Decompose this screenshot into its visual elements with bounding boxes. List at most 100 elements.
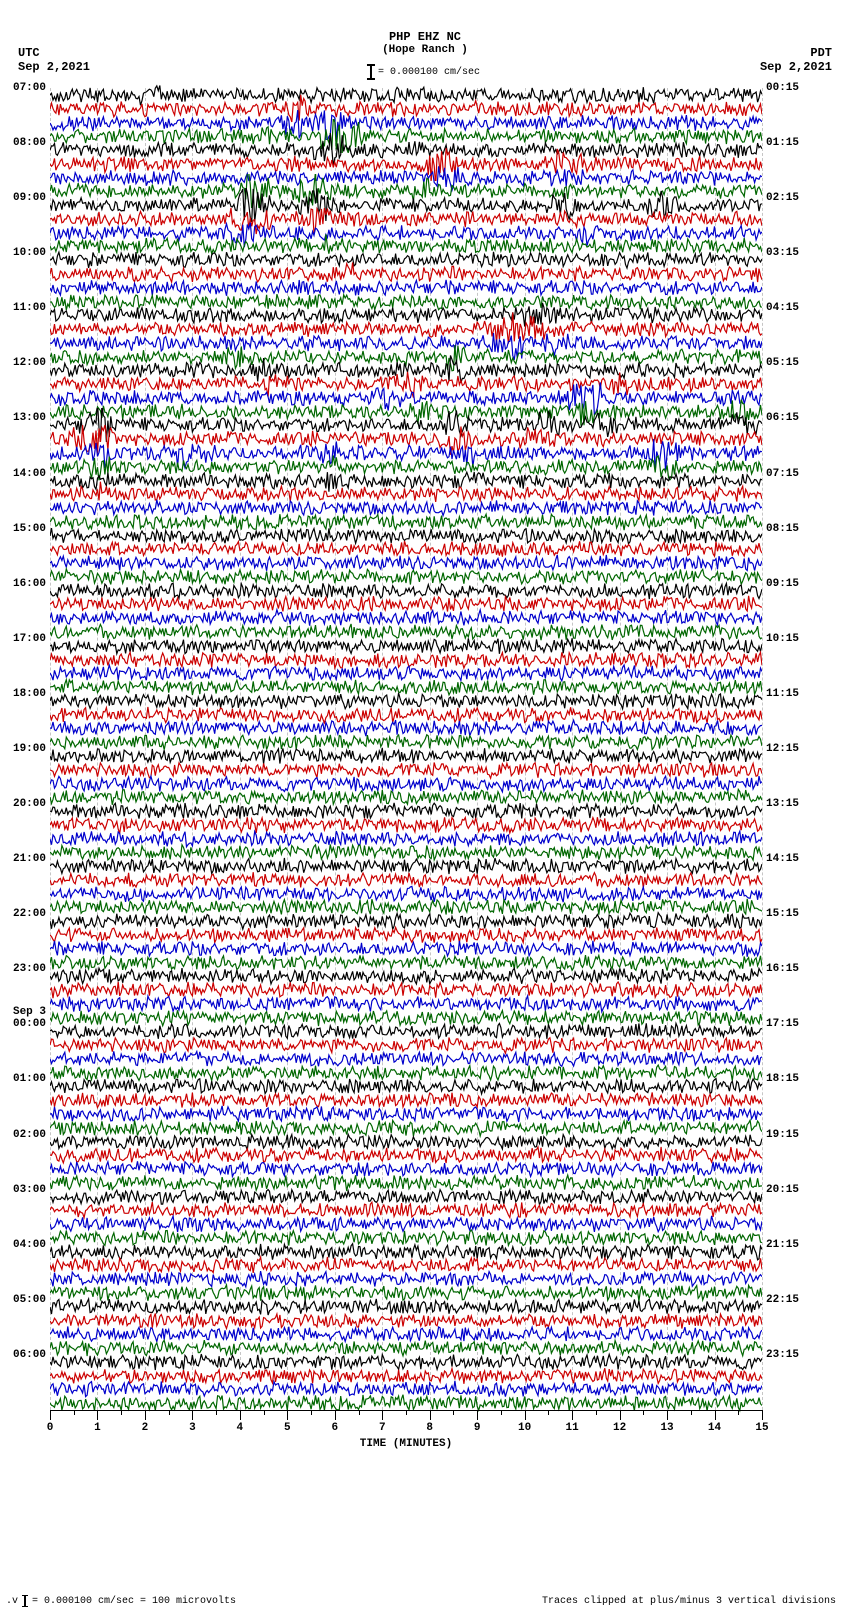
pdt-time-label: 16:15 xyxy=(766,963,799,975)
x-tick xyxy=(620,1410,621,1420)
scale-text: = 0.000100 cm/sec xyxy=(378,67,480,78)
pdt-time-label: 04:15 xyxy=(766,302,799,314)
chart-header: PHP EHZ NC (Hope Ranch ) xyxy=(0,30,850,56)
footer-left-text: = 0.000100 cm/sec = 100 microvolts xyxy=(32,1596,236,1607)
utc-time-label: 10:00 xyxy=(13,247,46,259)
x-tick xyxy=(715,1410,716,1420)
x-tick-label: 3 xyxy=(189,1422,196,1434)
x-tick-label: 1 xyxy=(94,1422,101,1434)
x-tick-label: 5 xyxy=(284,1422,291,1434)
tz-left-date: Sep 2,2021 xyxy=(18,60,90,74)
pdt-time-label: 15:15 xyxy=(766,908,799,920)
pdt-time-label: 23:15 xyxy=(766,1349,799,1361)
utc-time-label: 23:00 xyxy=(13,963,46,975)
grid-line xyxy=(762,88,763,1410)
station-location: (Hope Ranch ) xyxy=(0,44,850,56)
pdt-time-label: 01:15 xyxy=(766,137,799,149)
utc-time-label: 14:00 xyxy=(13,468,46,480)
x-axis: TIME (MINUTES) 0123456789101112131415 xyxy=(50,1410,762,1460)
utc-time-label: 11:00 xyxy=(13,302,46,314)
x-tick xyxy=(382,1410,383,1420)
pdt-time-label: 18:15 xyxy=(766,1073,799,1085)
x-tick-label: 14 xyxy=(708,1422,721,1434)
seismogram-plot: 07:0008:0009:0010:0011:0012:0013:0014:00… xyxy=(50,88,762,1410)
left-timezone: UTC Sep 2,2021 xyxy=(18,46,90,74)
x-tick-label: 13 xyxy=(660,1422,673,1434)
utc-time-label: 08:00 xyxy=(13,137,46,149)
utc-time-label: 13:00 xyxy=(13,412,46,424)
utc-time-label: 22:00 xyxy=(13,908,46,920)
pdt-time-label: 17:15 xyxy=(766,1018,799,1030)
tz-right-date: Sep 2,2021 xyxy=(760,60,832,74)
x-tick xyxy=(525,1410,526,1420)
x-tick-label: 2 xyxy=(142,1422,149,1434)
pdt-time-label: 19:15 xyxy=(766,1129,799,1141)
tz-right-label: PDT xyxy=(760,46,832,60)
x-tick-label: 6 xyxy=(331,1422,338,1434)
utc-time-label: 15:00 xyxy=(13,523,46,535)
right-timezone: PDT Sep 2,2021 xyxy=(760,46,832,74)
trace-row xyxy=(50,1396,762,1410)
pdt-time-label: 13:15 xyxy=(766,798,799,810)
pdt-time-label: 03:15 xyxy=(766,247,799,259)
pdt-time-label: 14:15 xyxy=(766,853,799,865)
x-tick-label: 11 xyxy=(566,1422,579,1434)
x-tick-label: 7 xyxy=(379,1422,386,1434)
utc-time-label: 02:00 xyxy=(13,1129,46,1141)
pdt-time-label: 06:15 xyxy=(766,412,799,424)
utc-time-label: 04:00 xyxy=(13,1239,46,1251)
x-tick xyxy=(667,1410,668,1420)
x-tick-label: 15 xyxy=(755,1422,768,1434)
utc-time-label: 05:00 xyxy=(13,1294,46,1306)
pdt-time-label: 12:15 xyxy=(766,743,799,755)
utc-time-label: 17:00 xyxy=(13,633,46,645)
utc-time-label: 03:00 xyxy=(13,1184,46,1196)
pdt-time-label: 09:15 xyxy=(766,578,799,590)
utc-time-label: 20:00 xyxy=(13,798,46,810)
x-tick xyxy=(50,1410,51,1420)
x-tick xyxy=(240,1410,241,1420)
x-tick xyxy=(572,1410,573,1420)
pdt-time-label: 00:15 xyxy=(766,82,799,94)
x-axis-title: TIME (MINUTES) xyxy=(50,1438,762,1450)
pdt-time-label: 08:15 xyxy=(766,523,799,535)
pdt-time-label: 20:15 xyxy=(766,1184,799,1196)
x-tick xyxy=(287,1410,288,1420)
utc-time-label: 12:00 xyxy=(13,357,46,369)
footer-clip-note: Traces clipped at plus/minus 3 vertical … xyxy=(542,1596,836,1607)
utc-time-label: 00:00 xyxy=(13,1018,46,1030)
footer-scale-bar-icon xyxy=(24,1595,26,1607)
utc-time-label: 21:00 xyxy=(13,853,46,865)
tz-left-label: UTC xyxy=(18,46,90,60)
x-tick-label: 9 xyxy=(474,1422,481,1434)
x-tick xyxy=(335,1410,336,1420)
utc-time-label: 07:00 xyxy=(13,82,46,94)
station-code: PHP EHZ NC xyxy=(0,30,850,44)
utc-time-label: 19:00 xyxy=(13,743,46,755)
x-tick xyxy=(762,1410,763,1420)
pdt-time-label: 11:15 xyxy=(766,688,799,700)
x-tick xyxy=(192,1410,193,1420)
footer-scale: .v = 0.000100 cm/sec = 100 microvolts xyxy=(6,1595,236,1607)
utc-time-label: 06:00 xyxy=(13,1349,46,1361)
x-tick-label: 4 xyxy=(237,1422,244,1434)
pdt-time-label: 05:15 xyxy=(766,357,799,369)
day-label: Sep 3 xyxy=(13,1006,46,1018)
pdt-time-label: 02:15 xyxy=(766,192,799,204)
pdt-time-label: 10:15 xyxy=(766,633,799,645)
x-tick xyxy=(97,1410,98,1420)
utc-time-label: 09:00 xyxy=(13,192,46,204)
x-tick-label: 0 xyxy=(47,1422,54,1434)
utc-time-label: 01:00 xyxy=(13,1073,46,1085)
pdt-time-label: 07:15 xyxy=(766,468,799,480)
x-tick-label: 10 xyxy=(518,1422,531,1434)
x-tick xyxy=(430,1410,431,1420)
x-tick-label: 8 xyxy=(426,1422,433,1434)
pdt-time-label: 21:15 xyxy=(766,1239,799,1251)
x-tick xyxy=(145,1410,146,1420)
utc-time-label: 16:00 xyxy=(13,578,46,590)
pdt-time-label: 22:15 xyxy=(766,1294,799,1306)
x-tick xyxy=(477,1410,478,1420)
utc-time-label: 18:00 xyxy=(13,688,46,700)
x-tick-label: 12 xyxy=(613,1422,626,1434)
